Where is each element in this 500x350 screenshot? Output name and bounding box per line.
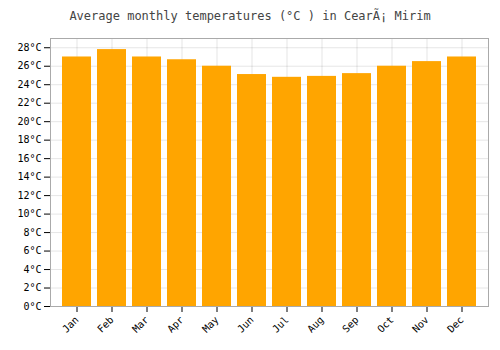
svg-text:Oct: Oct <box>375 314 396 335</box>
svg-text:14°C: 14°C <box>17 171 41 182</box>
svg-text:Mar: Mar <box>130 314 151 335</box>
svg-text:16°C: 16°C <box>17 153 41 164</box>
svg-text:18°C: 18°C <box>17 134 41 145</box>
svg-text:Jan: Jan <box>60 314 81 335</box>
svg-text:May: May <box>200 314 221 335</box>
svg-text:20°C: 20°C <box>17 116 41 127</box>
svg-text:Nov: Nov <box>410 314 431 335</box>
svg-text:Jul: Jul <box>270 314 291 335</box>
svg-text:Dec: Dec <box>445 314 466 335</box>
html-text:Average monthly temperatures (: Average monthly temperatures (°C ) in Ce… <box>69 9 431 23</box>
svg-text:26°C: 26°C <box>17 60 41 71</box>
svg-text:Apr: Apr <box>165 314 186 335</box>
svg-text:4°C: 4°C <box>23 264 41 275</box>
svg-text:12°C: 12°C <box>17 190 41 201</box>
svg-text:22°C: 22°C <box>17 97 41 108</box>
svg-text:8°C: 8°C <box>23 227 41 238</box>
svg-text:6°C: 6°C <box>23 245 41 256</box>
svg-text:Jun: Jun <box>235 314 256 335</box>
svg-text:Feb: Feb <box>95 314 116 335</box>
svg-text:10°C: 10°C <box>17 208 41 219</box>
svg-text:28°C: 28°C <box>17 42 41 53</box>
svg-text:Sep: Sep <box>340 314 361 335</box>
svg-text:2°C: 2°C <box>23 282 41 293</box>
svg-text:24°C: 24°C <box>17 79 41 90</box>
svg-text:0°C: 0°C <box>23 301 41 312</box>
svg-text:Aug: Aug <box>305 314 326 335</box>
